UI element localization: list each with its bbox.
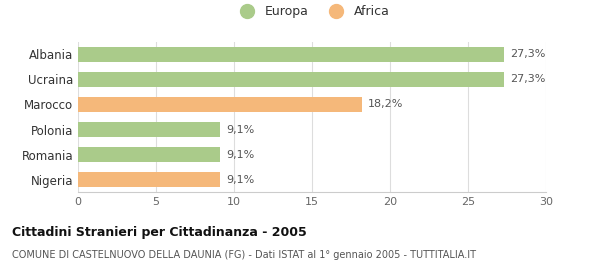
- Bar: [78, 147, 220, 162]
- Text: 9,1%: 9,1%: [226, 125, 254, 135]
- Bar: [78, 172, 220, 187]
- Text: 27,3%: 27,3%: [510, 49, 545, 59]
- Text: 27,3%: 27,3%: [510, 74, 545, 84]
- Text: 18,2%: 18,2%: [368, 99, 404, 109]
- Bar: [78, 97, 362, 112]
- Text: COMUNE DI CASTELNUOVO DELLA DAUNIA (FG) - Dati ISTAT al 1° gennaio 2005 - TUTTIT: COMUNE DI CASTELNUOVO DELLA DAUNIA (FG) …: [12, 250, 476, 259]
- Text: 9,1%: 9,1%: [226, 175, 254, 185]
- Bar: [78, 72, 504, 87]
- Text: Cittadini Stranieri per Cittadinanza - 2005: Cittadini Stranieri per Cittadinanza - 2…: [12, 226, 307, 239]
- Legend: Europa, Africa: Europa, Africa: [230, 0, 394, 23]
- Bar: [78, 47, 504, 62]
- Bar: [78, 122, 220, 137]
- Text: 9,1%: 9,1%: [226, 150, 254, 160]
